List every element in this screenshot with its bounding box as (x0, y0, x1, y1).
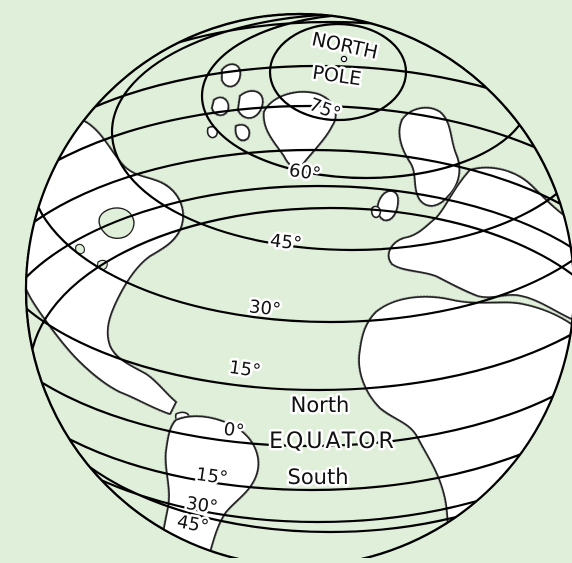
south-america-landmass (158, 414, 260, 563)
latitude-30-label: 30° (248, 296, 282, 320)
latitude-60-label: 60° (288, 160, 323, 185)
south-hemisphere-label: South (287, 465, 348, 489)
latitude-15-north-label: 15° (228, 357, 263, 382)
north-hemisphere-label: North (291, 393, 350, 417)
latitude-0-label: 0° (222, 419, 245, 443)
equator-line (26, 104, 572, 448)
latitude-15-south-line (26, 148, 572, 492)
north-pole-dot (340, 55, 348, 63)
latitude-30-south-line (26, 184, 572, 524)
greenland-landmass (262, 90, 337, 169)
latitude-45-label: 45° (269, 230, 303, 254)
europe-landmass (387, 166, 572, 323)
latitude-15-north-line (26, 64, 572, 392)
globe-outline (24, 12, 572, 563)
latitude-15-south-label: 15° (195, 464, 230, 489)
latitude-lines (26, 14, 572, 534)
scandinavia-landmass (398, 106, 461, 208)
equator-label: EQUATOR (269, 429, 397, 454)
latitude-45-line (110, 14, 572, 252)
